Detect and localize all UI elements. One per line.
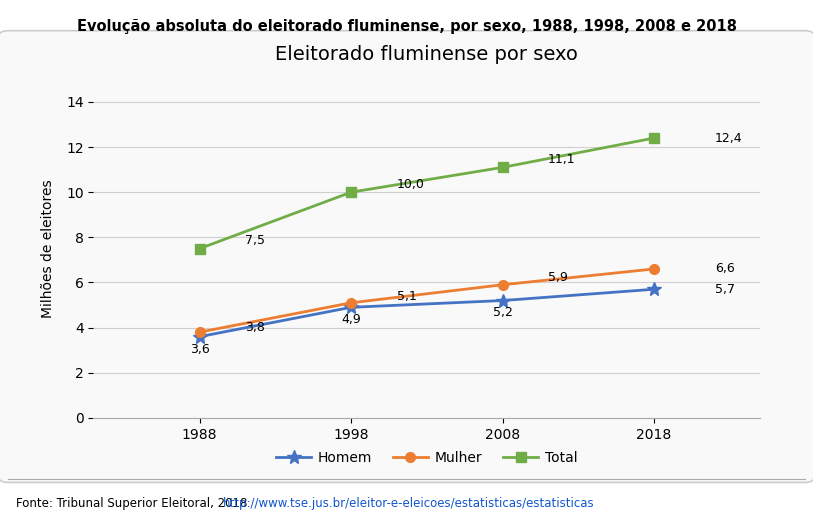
Text: 6,6: 6,6 xyxy=(715,262,734,276)
Text: 4,9: 4,9 xyxy=(341,313,361,326)
Text: http://www.tse.jus.br/eleitor-e-eleicoes/estatisticas/estatisticas: http://www.tse.jus.br/eleitor-e-eleicoes… xyxy=(223,497,594,510)
Text: Fonte: Tribunal Superior Eleitoral, 2018: Fonte: Tribunal Superior Eleitoral, 2018 xyxy=(16,497,251,510)
Text: 5,7: 5,7 xyxy=(715,283,735,296)
Text: 5,9: 5,9 xyxy=(548,271,568,285)
Y-axis label: Milhões de eleitores: Milhões de eleitores xyxy=(41,179,55,318)
Text: 7,5: 7,5 xyxy=(245,234,265,247)
Text: 3,6: 3,6 xyxy=(189,343,210,355)
Text: 5,1: 5,1 xyxy=(397,289,416,303)
Text: Evolução absoluta do eleitorado fluminense, por sexo, 1988, 1998, 2008 e 2018: Evolução absoluta do eleitorado fluminen… xyxy=(76,19,737,33)
Text: 3,8: 3,8 xyxy=(245,321,265,334)
Title: Eleitorado fluminense por sexo: Eleitorado fluminense por sexo xyxy=(276,45,578,64)
Text: 5,2: 5,2 xyxy=(493,306,512,320)
Legend: Homem, Mulher, Total: Homem, Mulher, Total xyxy=(271,445,583,470)
Text: 11,1: 11,1 xyxy=(548,153,576,166)
Text: 10,0: 10,0 xyxy=(397,178,424,191)
Text: 12,4: 12,4 xyxy=(715,132,742,144)
